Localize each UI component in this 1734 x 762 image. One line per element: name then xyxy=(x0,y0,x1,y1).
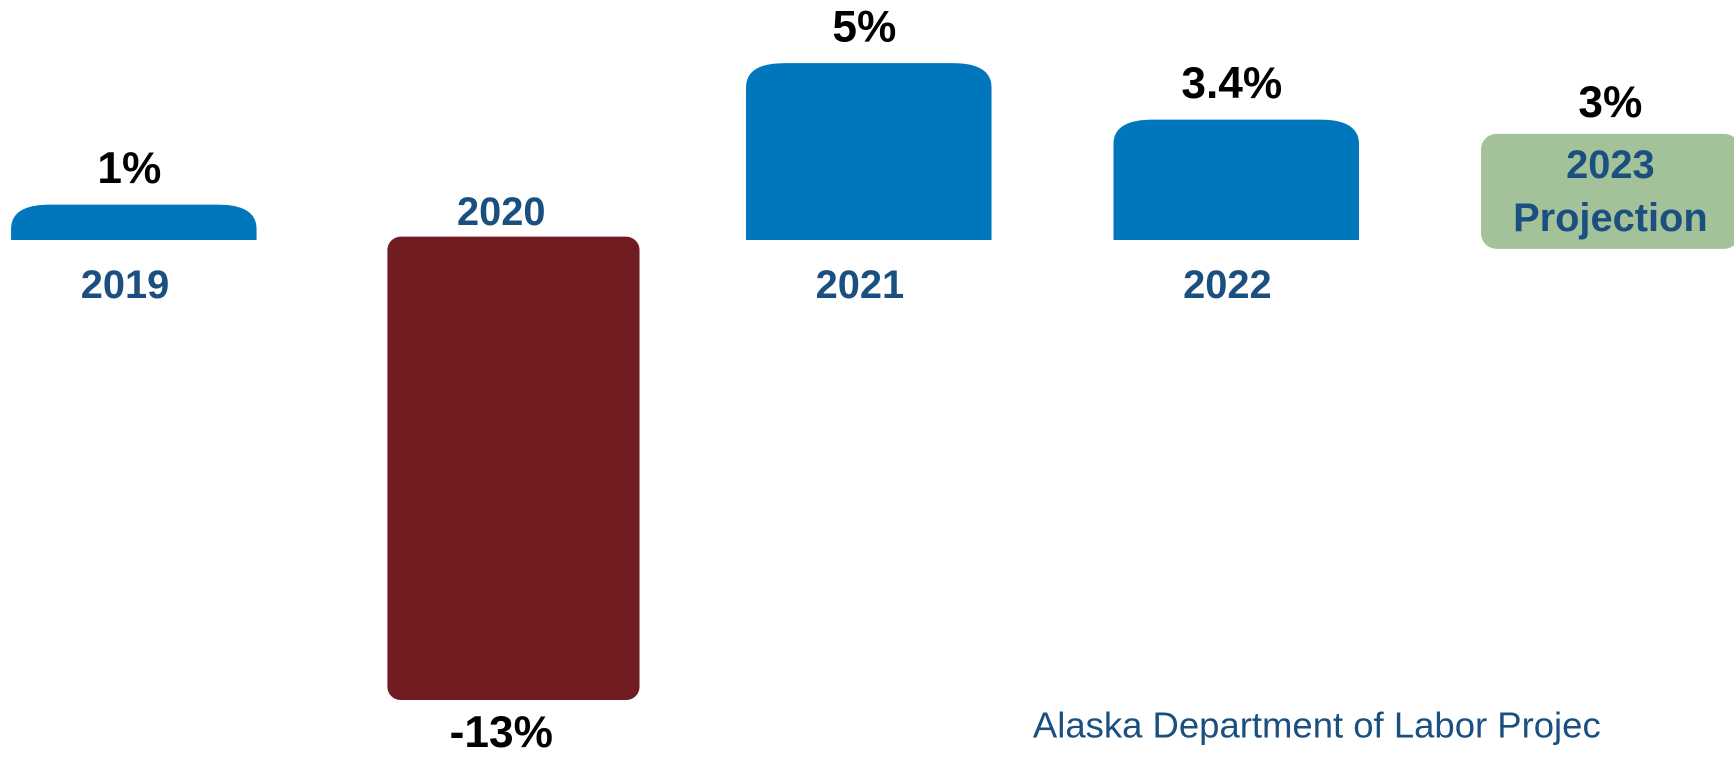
x-tick-label: 2023 Projection xyxy=(1513,143,1708,240)
value-label: 5% xyxy=(832,3,896,52)
value-label: 3% xyxy=(1578,78,1642,127)
bar xyxy=(387,236,640,701)
x-tick-label: 2022 xyxy=(1183,263,1272,307)
value-label: -13% xyxy=(450,708,553,757)
value-label: 1% xyxy=(97,144,161,193)
value-label: 3.4% xyxy=(1181,59,1282,108)
x-tick-label: 2019 xyxy=(81,263,170,307)
bar xyxy=(746,63,992,241)
x-tick-label: 2021 xyxy=(816,263,905,307)
bar xyxy=(1113,119,1360,241)
source-note: Alaska Department of Labor Projec xyxy=(1033,704,1601,745)
x-tick-label: 2020 xyxy=(457,190,546,234)
bar xyxy=(1480,133,1734,249)
bar xyxy=(11,204,257,241)
